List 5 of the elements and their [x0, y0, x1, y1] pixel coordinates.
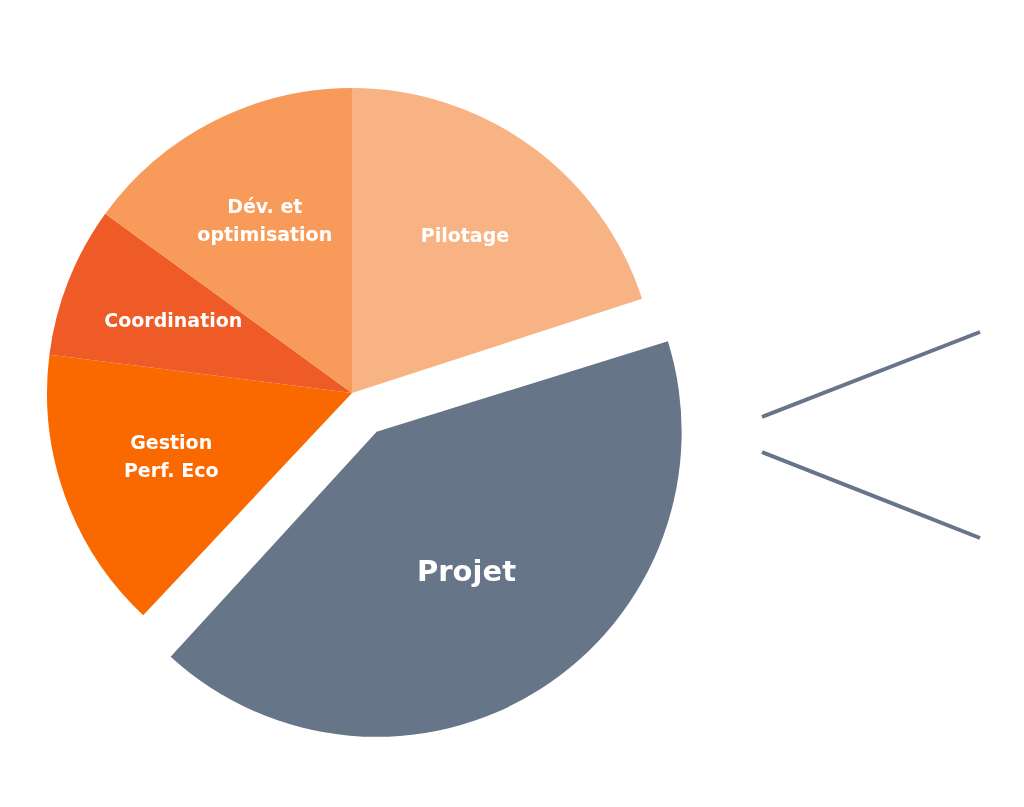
- slice-label: Coordination: [104, 309, 243, 332]
- slice-label: Dév. et optimisation: [197, 194, 333, 245]
- slice-label: Pilotage: [420, 224, 510, 247]
- slice-label: Gestion Perf. Eco: [123, 431, 219, 481]
- slice-label: Projet: [417, 554, 517, 589]
